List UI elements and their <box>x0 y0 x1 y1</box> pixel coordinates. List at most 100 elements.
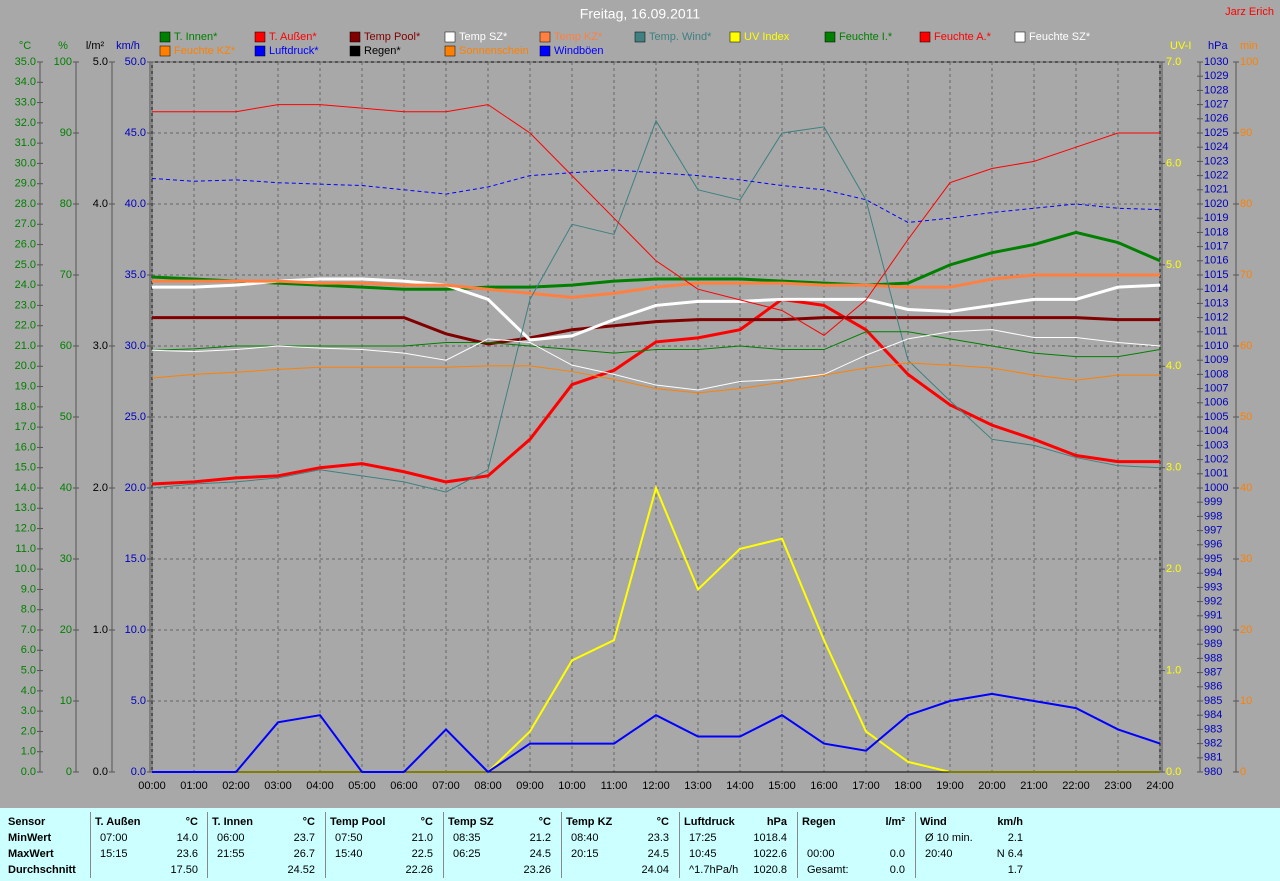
series-line <box>152 273 1160 299</box>
y-tick-label: 10 <box>1240 695 1252 707</box>
y-tick-label: 1020 <box>1204 198 1228 210</box>
column-unit: l/m² <box>885 816 905 828</box>
y-tick-label: 33.0 <box>15 96 36 108</box>
y-tick-label: 1009 <box>1204 354 1228 366</box>
cell-value: 22.5 <box>411 848 433 860</box>
legend-label: Regen* <box>364 45 401 57</box>
x-tick-label: 24:00 <box>1146 780 1174 792</box>
y-tick-label: 0.0 <box>1166 766 1181 778</box>
legend-swatch <box>1014 31 1026 43</box>
series-line <box>151 297 1160 486</box>
row-label: Durchschnitt <box>8 864 76 876</box>
y-tick-label: 982 <box>1204 738 1222 750</box>
separator <box>90 812 91 878</box>
x-tick-label: 20:00 <box>978 780 1006 792</box>
y-tick-label: 980 <box>1204 766 1222 778</box>
y-tick-label: 12.0 <box>15 522 36 534</box>
cell-value: 24.5 <box>529 848 551 860</box>
y-tick-label: 1029 <box>1204 70 1228 82</box>
cell-label: 15:40 <box>335 848 363 860</box>
separator <box>915 812 916 878</box>
cell-value: 23.6 <box>176 848 198 860</box>
cell-value: 21.2 <box>529 832 551 844</box>
x-tick-label: 12:00 <box>642 780 670 792</box>
y-tick-label: 30 <box>1240 553 1252 565</box>
cell-label: 20:40 <box>925 848 953 860</box>
series-line <box>152 316 1160 346</box>
y-tick-label: 5.0 <box>1166 259 1181 271</box>
legend-label: Feuchte I.* <box>839 31 893 43</box>
y-tick-label: 1001 <box>1204 468 1228 480</box>
y-tick-label: 4.0 <box>21 685 36 697</box>
x-tick-label: 09:00 <box>516 780 544 792</box>
y-tick-label: 1024 <box>1204 141 1228 153</box>
cell-label: 06:25 <box>453 848 481 860</box>
y-tick-label: 40 <box>1240 482 1252 494</box>
legend-label: UV Index <box>744 31 790 43</box>
y-tick-label: 25.0 <box>15 259 36 271</box>
separator <box>325 812 326 878</box>
x-tick-label: 07:00 <box>432 780 460 792</box>
y-tick-label: 1027 <box>1204 99 1228 111</box>
y-tick-label: 8.0 <box>21 604 36 616</box>
cell-label: 17:25 <box>689 832 717 844</box>
y-tick-label: 15.0 <box>15 462 36 474</box>
legend-swatch <box>824 31 836 43</box>
y-tick-label: 14.0 <box>15 482 36 494</box>
x-tick-label: 03:00 <box>264 780 292 792</box>
cell-label: 07:50 <box>335 832 363 844</box>
x-tick-label: 02:00 <box>222 780 250 792</box>
y-tick-label: 35.0 <box>15 56 36 68</box>
y-tick-label: 17.0 <box>15 421 36 433</box>
cell-value: 21.0 <box>411 832 433 844</box>
x-tick-label: 11:00 <box>601 780 628 792</box>
separator <box>561 812 562 878</box>
legend-label: Feuchte A.* <box>934 31 992 43</box>
y-tick-label: 100 <box>54 56 72 68</box>
column-name: Temp SZ <box>448 816 494 828</box>
column-name: T. Innen <box>212 816 253 828</box>
chart: Freitag, 16.09.2011 Jarz Erich 00:00 01:0… <box>15 6 1274 792</box>
y-tick-label: 3.0 <box>1166 462 1181 474</box>
y-tick-label: 6.0 <box>1166 157 1181 169</box>
legend-swatch <box>444 45 456 57</box>
column-unit: °C <box>302 816 315 828</box>
column-unit: km/h <box>997 816 1023 828</box>
y-tick-label: 21.0 <box>15 340 36 352</box>
row-label: MinWert <box>8 832 52 844</box>
x-tick-label: 17:00 <box>852 780 880 792</box>
y-tick-label: 4.0 <box>93 198 108 210</box>
cell-value: 23.26 <box>523 864 551 876</box>
y-tick-label: 996 <box>1204 539 1222 551</box>
x-tick-label: 01:00 <box>180 780 208 792</box>
y-tick-label: 990 <box>1204 624 1222 636</box>
legend-swatch <box>254 31 266 43</box>
cell-value: 24.5 <box>647 848 669 860</box>
legend-swatch <box>919 31 931 43</box>
y-tick-label: 90 <box>60 127 72 139</box>
y-tick-label: 60 <box>1240 340 1252 352</box>
column-unit: °C <box>538 816 551 828</box>
x-tick-label: 19:00 <box>936 780 964 792</box>
cell-label: 07:00 <box>100 832 128 844</box>
y-tick-label: 981 <box>1204 752 1222 764</box>
legend-swatch <box>349 45 361 57</box>
y-tick-label: 1026 <box>1204 113 1228 125</box>
cell-value: 1.7 <box>1007 864 1023 876</box>
y-tick-label: 0.0 <box>93 766 108 778</box>
y-tick-label: 11.0 <box>15 543 36 555</box>
legend-label: Feuchte SZ* <box>1029 31 1091 43</box>
x-tick-label: 14:00 <box>726 780 754 792</box>
legend-swatch <box>444 31 456 43</box>
y-tick-label: 45.0 <box>125 127 146 139</box>
y-tick-label: 23.0 <box>15 299 36 311</box>
y-tick-label: 50.0 <box>125 56 146 68</box>
legend-swatch <box>159 31 171 43</box>
y-tick-label: 10 <box>60 695 72 707</box>
legend-label: Windböen <box>554 45 604 57</box>
legend-label: T. Innen* <box>174 31 218 43</box>
series-line <box>152 692 1161 774</box>
separator <box>797 812 798 878</box>
column-name: Wind <box>920 816 947 828</box>
